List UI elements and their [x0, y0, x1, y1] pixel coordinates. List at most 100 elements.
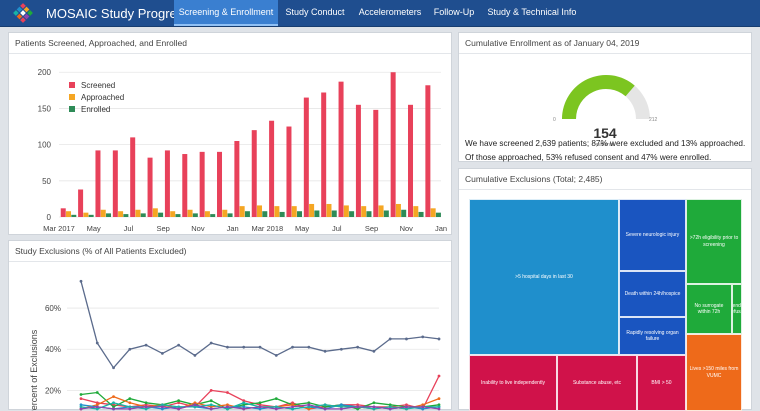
series-point — [258, 401, 262, 405]
gauge-min: 0 — [553, 117, 556, 123]
bar-screened — [182, 154, 188, 217]
treemap-cell[interactable]: >5 hospital days in last 30 — [469, 199, 619, 355]
bar-screened — [286, 126, 292, 217]
divider — [459, 189, 751, 190]
treemap-cell[interactable]: Substance abuse, etc — [557, 355, 637, 411]
treemap-cell[interactable]: >72h eligibility prior to screening — [686, 199, 742, 284]
bar-screened — [60, 208, 66, 217]
legend-swatch — [69, 94, 75, 100]
treemap-cell[interactable]: Lives >150 miles from VUMC — [686, 334, 742, 411]
y-tick-label: 20% — [45, 386, 61, 395]
series-point — [79, 279, 83, 283]
bar-approached — [170, 211, 176, 217]
x-tick-label: May — [295, 224, 309, 233]
treemap-cell[interactable]: Severe neurologic injury — [619, 199, 686, 271]
series-point — [405, 405, 408, 409]
bar-approached — [135, 209, 141, 217]
gauge-max: 212 — [649, 117, 658, 123]
bar-screened — [78, 189, 84, 217]
bar-approached — [326, 203, 332, 217]
series-point — [274, 354, 278, 357]
treemap-cell[interactable]: Death within 24h/hospice — [619, 271, 686, 317]
tab-study-technical-info[interactable]: Study & Technical Info — [487, 7, 577, 17]
series-point — [95, 391, 99, 394]
legend-swatch — [69, 82, 75, 88]
series-point — [144, 405, 148, 409]
bar-approached — [204, 211, 210, 217]
series-point — [112, 395, 115, 398]
treemap-cell[interactable]: Attending refusal — [732, 284, 742, 334]
series-point — [79, 407, 83, 411]
treemap-cell[interactable]: No surrogate within 72h — [686, 284, 732, 334]
bar-approached — [187, 209, 193, 217]
treemap-cell[interactable]: BMI > 50 — [637, 355, 686, 411]
x-tick-label: Jan — [435, 224, 447, 233]
series-point — [339, 347, 343, 351]
series-point — [79, 397, 83, 401]
bar-approached — [291, 206, 297, 217]
tab-follow-up[interactable]: Follow-Up — [433, 7, 475, 17]
bar-enrolled — [279, 211, 285, 217]
gauge-unit: patients — [596, 142, 614, 148]
legend-label: Approached — [81, 93, 124, 102]
bar-approached — [430, 208, 436, 217]
bar-enrolled — [314, 210, 320, 217]
series-point — [209, 403, 213, 407]
series-point — [112, 366, 115, 370]
series-point — [226, 405, 229, 409]
bar-approached — [118, 211, 124, 217]
x-tick-label: Jan — [227, 224, 239, 233]
bar-screened — [199, 151, 205, 217]
y-tick-label: 50 — [42, 177, 51, 186]
bar-enrolled — [123, 214, 129, 217]
screening-panel: Patients Screened, Approached, and Enrol… — [8, 32, 452, 235]
series-point — [177, 343, 181, 347]
exclusions-panel: Study Exclusions (% of All Patients Excl… — [8, 240, 452, 411]
series-point — [128, 397, 132, 401]
bar-enrolled — [401, 209, 407, 217]
series-point — [112, 407, 115, 411]
series-point — [226, 345, 229, 349]
bar-enrolled — [227, 213, 233, 217]
series-point — [144, 343, 148, 347]
bar-enrolled — [349, 211, 355, 217]
series-point — [291, 405, 294, 409]
divider — [459, 53, 751, 54]
panel-title: Cumulative Exclusions (Total; 2,485) — [465, 174, 603, 184]
treemap-cell[interactable]: Rapidly resolving organ failure — [619, 317, 686, 355]
bar-screened — [147, 157, 153, 217]
bar-approached — [274, 206, 280, 217]
bar-approached — [309, 203, 315, 217]
series-point — [209, 389, 213, 392]
bar-approached — [378, 205, 384, 217]
series-point — [95, 405, 99, 409]
series-point — [193, 403, 197, 407]
legend-label: Enrolled — [81, 105, 110, 114]
divider — [9, 261, 451, 262]
tab-accelerometers[interactable]: Accelerometers — [358, 7, 422, 17]
series-point — [112, 401, 115, 405]
series-point — [209, 341, 213, 345]
y-axis-title: Percent of Exclusions — [29, 329, 39, 411]
tab-screening-enrollment[interactable]: Screening & Enrollment — [174, 0, 278, 26]
y-tick-label: 0 — [47, 213, 52, 222]
series-line — [80, 281, 440, 369]
bar-screened — [95, 150, 101, 217]
brand[interactable]: MOSAIC Study Progress — [8, 0, 190, 26]
series-point — [323, 349, 327, 353]
bar-approached — [395, 203, 401, 217]
panel-title: Study Exclusions (% of All Patients Excl… — [15, 246, 187, 256]
series-point — [274, 397, 278, 401]
bar-enrolled — [418, 211, 424, 217]
tab-study-conduct[interactable]: Study Conduct — [285, 7, 345, 17]
series-point — [128, 407, 132, 411]
y-tick-label: 200 — [38, 68, 52, 77]
bar-enrolled — [88, 214, 94, 217]
bar-approached — [222, 209, 228, 217]
bar-approached — [413, 206, 419, 217]
treemap-cell[interactable]: Inability to live independently — [469, 355, 557, 411]
y-tick-label: 60% — [45, 304, 61, 313]
series-point — [356, 345, 360, 349]
series-point — [291, 345, 294, 349]
bar-screened — [355, 104, 361, 217]
